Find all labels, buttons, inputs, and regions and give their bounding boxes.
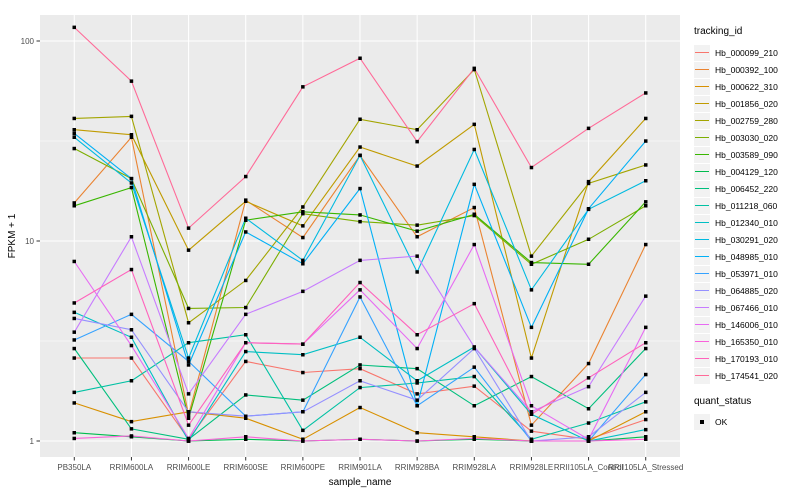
legend-entry-label: Hb_053971_010 [715,268,778,279]
legend-entry: Hb_170193_010 [694,350,798,367]
legend-entry-label: Hb_006452_220 [715,183,778,194]
legend-key-line-icon [694,350,710,367]
svg-text:10: 10 [25,237,34,246]
legend-entry-label: Hb_146006_010 [715,319,778,330]
legend-entries: Hb_000099_210 Hb_000392_100 Hb_000622_310 H… [694,44,798,384]
svg-text:RRII105LA_Control: RRII105LA_Control [554,463,624,472]
legend-entry: Hb_064885_020 [694,282,798,299]
legend-entry-label: Hb_001856_020 [715,98,778,109]
legend-key-line-icon [694,299,710,316]
legend-key-line-icon [694,333,710,350]
legend-title-tracking-id: tracking_id [694,26,743,37]
legend-entry: Hb_003030_020 [694,129,798,146]
legend-entry: Hb_053971_010 [694,265,798,282]
axis-ticks [36,40,647,461]
legend-entry: Hb_000099_210 [694,44,798,61]
legend-entry-label: Hb_003030_020 [715,132,778,143]
legend-entry: Hb_012340_010 [694,214,798,231]
svg-text:RRIM600LA: RRIM600LA [110,463,154,472]
svg-text:RRIM928LA: RRIM928LA [452,463,496,472]
y-axis-title: FPKM + 1 [7,213,18,259]
legend-entry-label: Hb_174541_020 [715,370,778,381]
legend-entry: Hb_174541_020 [694,367,798,384]
legend-title-quant-status: quant_status [694,396,752,407]
legend-entry-label: Hb_048985_010 [715,251,778,262]
svg-text:RRIM928LE: RRIM928LE [510,463,554,472]
legend-entry-label: Hb_064885_020 [715,285,778,296]
legend: tracking_id Hb_000099_210 Hb_000392_100 Hb… [694,26,798,430]
svg-text:100: 100 [21,37,35,46]
legend-key-line-icon [694,367,710,384]
legend-entry-label: Hb_002759_280 [715,115,778,126]
legend-key-line-icon [694,44,710,61]
legend-entry: Hb_011218_060 [694,197,798,214]
black-square-key-icon [694,413,710,430]
legend-entry: Hb_003589_090 [694,146,798,163]
svg-text:RRIM901LA: RRIM901LA [338,463,382,472]
legend-entry: Hb_048985_010 [694,248,798,265]
legend-entry-label: Hb_067466_010 [715,302,778,313]
legend-key-line-icon [694,214,710,231]
legend-entry-label: Hb_165350_010 [715,336,778,347]
legend-entry-label: Hb_004129_120 [715,166,778,177]
legend-entry-label: Hb_012340_010 [715,217,778,228]
legend-key-line-icon [694,61,710,78]
legend-key-line-icon [694,248,710,265]
y-tick-labels: 1 10 100 [21,37,35,446]
legend-key-line-icon [694,180,710,197]
legend-entry-label: OK [715,416,728,427]
legend-entry: Hb_165350_010 [694,333,798,350]
legend-entry-label: Hb_170193_010 [715,353,778,364]
x-tick-labels: PB350LA RRIM600LA RRIM600LE RRIM600SE RRIM60… [57,463,683,472]
legend-entry: Hb_030291_020 [694,231,798,248]
svg-text:RRII105LA_Stressed: RRII105LA_Stressed [608,463,683,472]
legend-entry-label: Hb_000392_100 [715,64,778,75]
legend-entry: Hb_000392_100 [694,61,798,78]
svg-text:1: 1 [30,437,35,446]
legend-entry-quant-ok: OK [694,413,798,430]
legend-entry-label: Hb_011218_060 [715,200,778,211]
data-points [72,25,648,443]
legend-key-line-icon [694,146,710,163]
x-axis-title: sample_name [328,477,392,488]
svg-text:RRIM600SE: RRIM600SE [223,463,267,472]
svg-text:RRIM600LE: RRIM600LE [167,463,211,472]
legend-key-line-icon [694,316,710,333]
legend-entry-label: Hb_000099_210 [715,47,778,58]
legend-key-line-icon [694,265,710,282]
legend-key-line-icon [694,112,710,129]
svg-text:RRIM928BA: RRIM928BA [395,463,440,472]
svg-text:RRIM600PE: RRIM600PE [281,463,325,472]
legend-key-line-icon [694,197,710,214]
legend-key-line-icon [694,78,710,95]
legend-entry: Hb_146006_010 [694,316,798,333]
legend-entry: Hb_000622_310 [694,78,798,95]
legend-entry: Hb_067466_010 [694,299,798,316]
legend-key-line-icon [694,129,710,146]
legend-key-line-icon [694,282,710,299]
legend-entry-label: Hb_003589_090 [715,149,778,160]
legend-key-line-icon [694,231,710,248]
legend-key-line-icon [694,163,710,180]
legend-entry: Hb_002759_280 [694,112,798,129]
legend-key-line-icon [694,95,710,112]
svg-text:PB350LA: PB350LA [57,463,91,472]
legend-entry: Hb_001856_020 [694,95,798,112]
legend-entry: Hb_006452_220 [694,180,798,197]
legend-entry-label: Hb_030291_020 [715,234,778,245]
legend-entry-label: Hb_000622_310 [715,81,778,92]
legend-entry: Hb_004129_120 [694,163,798,180]
